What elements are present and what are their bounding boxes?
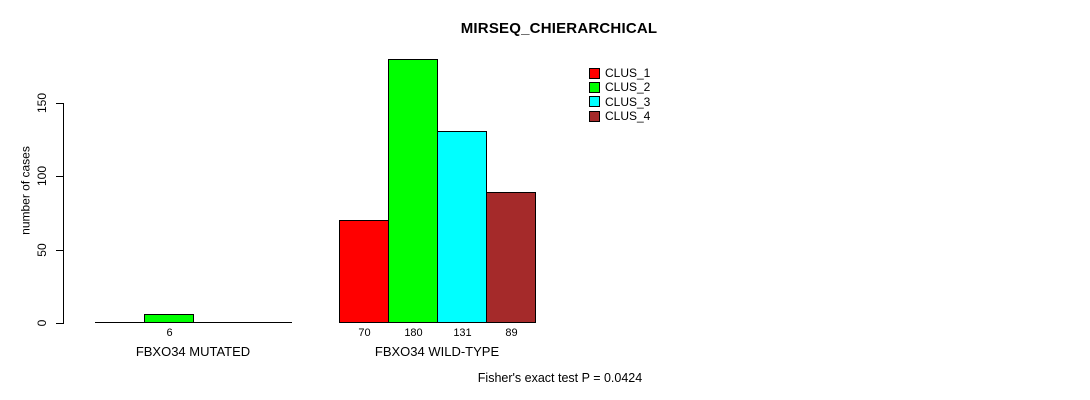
x-axis-category-label: FBXO34 MUTATED: [135, 344, 251, 359]
bar-clus_4-wild-type: [486, 192, 536, 323]
legend-swatch-clus_2: [589, 81, 600, 93]
y-axis-tick-label: 50: [35, 243, 49, 257]
bar-clus_2-wild-type: [388, 59, 438, 323]
legend-label: CLUS_4: [605, 109, 651, 124]
bar-value-label: 131: [453, 327, 472, 339]
fisher-test-annotation: Fisher's exact test P = 0.0424: [477, 371, 643, 385]
y-axis-tick: [56, 250, 63, 251]
bar-clus_1-wild-type: [339, 220, 389, 323]
legend: CLUS_1 CLUS_2 CLUS_3 CLUS_4: [589, 66, 650, 123]
legend-swatch-clus_3: [589, 96, 600, 108]
legend-item-clus_2: CLUS_2: [589, 80, 650, 94]
legend-label: CLUS_3: [605, 94, 651, 109]
bar-clus_3-wild-type: [437, 131, 487, 323]
chart-title: MIRSEQ_CHIERARCHICAL: [460, 20, 658, 37]
legend-swatch-clus_1: [589, 67, 600, 79]
legend-item-clus_3: CLUS_3: [589, 95, 650, 109]
legend-item-clus_1: CLUS_1: [589, 66, 650, 80]
y-axis-tick: [56, 176, 63, 177]
y-axis-tick: [56, 323, 63, 324]
legend-label: CLUS_1: [605, 66, 651, 81]
legend-item-clus_4: CLUS_4: [589, 109, 650, 123]
x-axis-category-label: FBXO34 WILD-TYPE: [374, 344, 500, 359]
legend-swatch-clus_4: [589, 110, 600, 122]
bar-value-label: 6: [166, 327, 173, 339]
bar-value-label: 70: [358, 327, 371, 339]
y-axis-tick-label: 0: [35, 319, 49, 327]
y-axis-line: [63, 103, 64, 324]
bar-clus_2-mutated: [144, 314, 194, 323]
bar-value-label: 180: [404, 327, 423, 339]
legend-label: CLUS_2: [605, 80, 651, 95]
y-axis-tick-label: 150: [35, 92, 49, 114]
y-axis-tick-label: 100: [35, 165, 49, 187]
bar-value-label: 89: [505, 327, 518, 339]
y-axis-tick: [56, 103, 63, 104]
